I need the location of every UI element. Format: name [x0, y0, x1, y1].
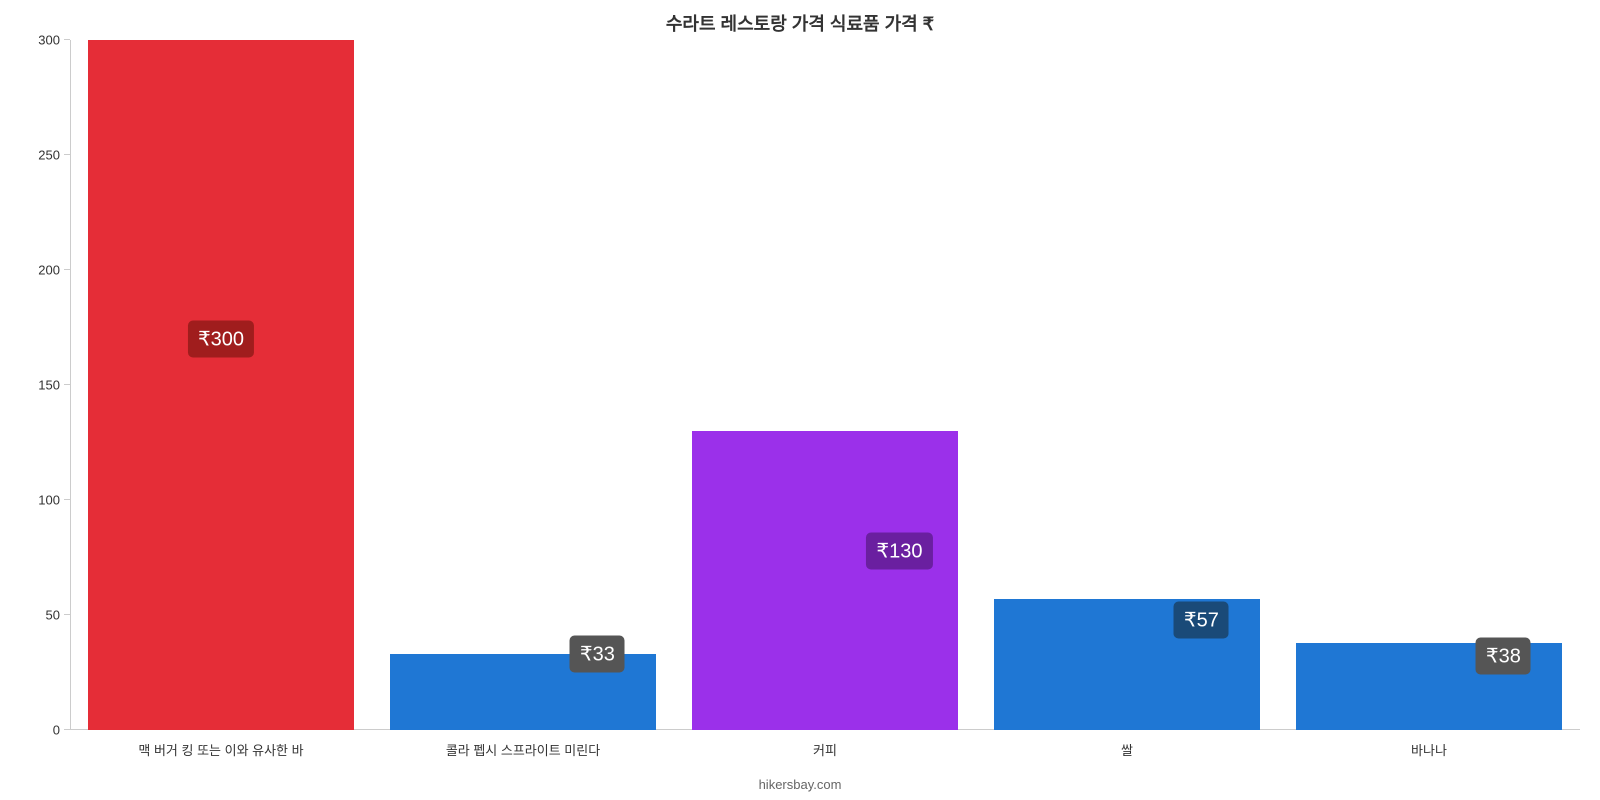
bars-layer: ₹300 ₹33 ₹130 ₹57 ₹38 [70, 40, 1580, 730]
x-tick-label: 맥 버거 킹 또는 이와 유사한 바 [138, 740, 303, 759]
x-tick-label: 바나나 [1411, 740, 1447, 759]
bar-value-badge: ₹57 [1174, 601, 1229, 638]
bar-value-badge: ₹130 [866, 532, 932, 569]
x-tick-label: 커피 [813, 740, 837, 759]
chart-title: 수라트 레스토랑 가격 식료품 가격 ₹ [0, 10, 1600, 36]
bar [88, 40, 354, 730]
y-tick-label: 0 [53, 723, 60, 738]
bar-value-badge: ₹38 [1476, 638, 1531, 675]
y-tick-label: 250 [38, 148, 60, 163]
y-tick-label: 200 [38, 263, 60, 278]
y-tick-label: 150 [38, 378, 60, 393]
bar-value-badge: ₹300 [188, 321, 254, 358]
price-bar-chart: 수라트 레스토랑 가격 식료품 가격 ₹ 050100150200250300 … [0, 0, 1600, 800]
x-tick-label: 콜라 펩시 스프라이트 미린다 [446, 740, 600, 759]
y-tick-label: 100 [38, 493, 60, 508]
x-tick-label: 쌀 [1121, 740, 1133, 759]
chart-footer: hikersbay.com [0, 777, 1600, 792]
y-tick-label: 50 [46, 608, 60, 623]
y-tick-label: 300 [38, 33, 60, 48]
plot-area: 050100150200250300 ₹300₹33₹130₹57₹38 맥 버… [70, 40, 1580, 730]
bar [692, 431, 958, 730]
bar-value-badge: ₹33 [570, 636, 625, 673]
